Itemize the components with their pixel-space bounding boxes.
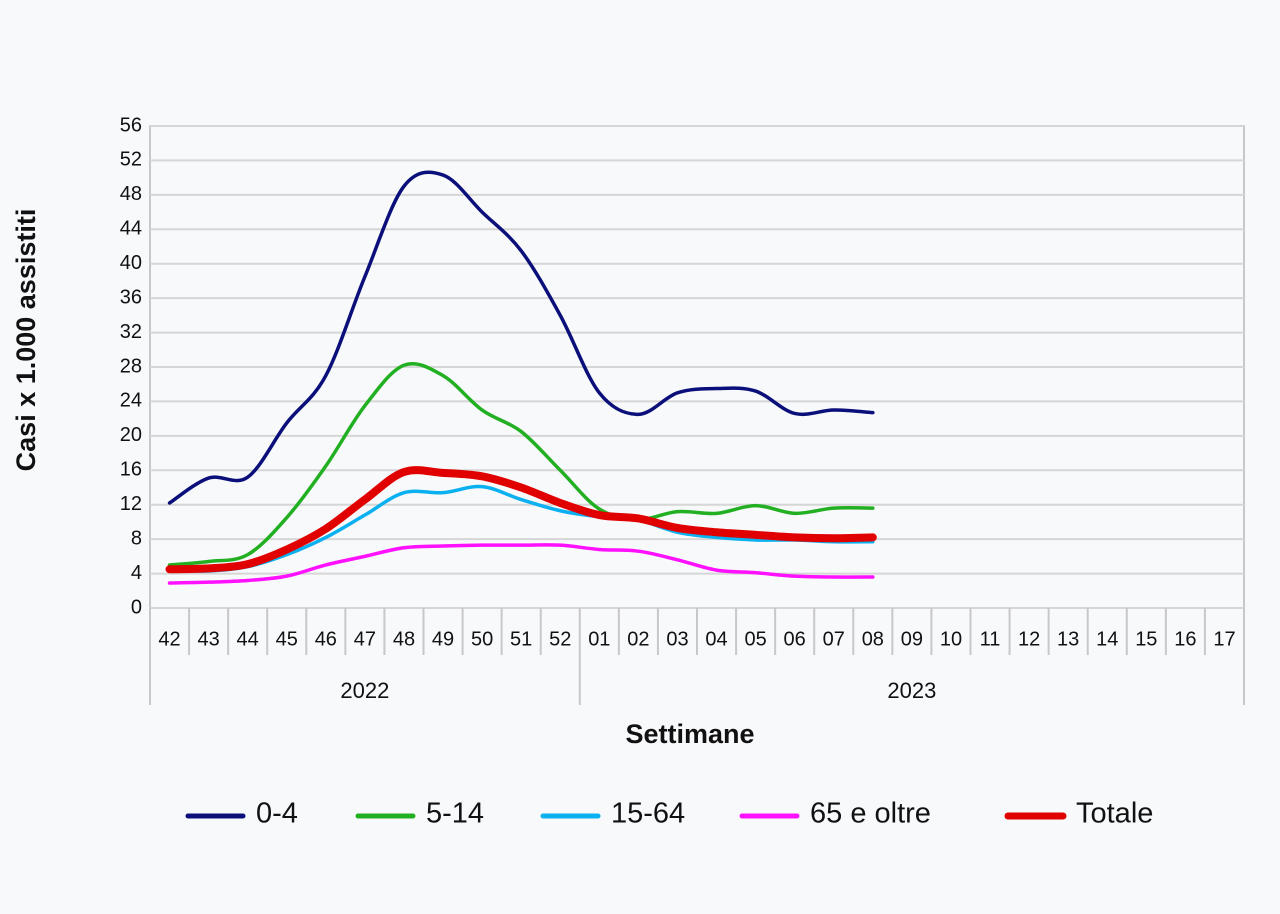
series-line — [167, 170, 875, 505]
x-tick-label: 44 — [237, 628, 259, 650]
y-axis-title: Casi x 1.000 assistiti — [11, 209, 41, 472]
x-tick-label: 43 — [197, 628, 219, 650]
x-tick-label: 48 — [393, 628, 415, 650]
x-tick-label: 09 — [901, 628, 923, 650]
x-tick-label: 07 — [823, 628, 845, 650]
x-tick-label: 14 — [1096, 628, 1118, 650]
y-tick-label: 52 — [120, 149, 142, 171]
y-tick-label: 8 — [131, 527, 142, 549]
x-tick-label: 12 — [1018, 628, 1040, 650]
x-tick-label: 03 — [666, 628, 688, 650]
y-tick-label: 0 — [131, 596, 142, 618]
legend-label: 15-64 — [611, 798, 685, 830]
x-tick-label: 05 — [744, 628, 766, 650]
y-tick-label: 4 — [131, 562, 142, 584]
y-tick-label: 44 — [120, 218, 142, 240]
x-tick-label: 47 — [354, 628, 376, 650]
series-line — [167, 484, 875, 573]
x-axis-title: Settimane — [625, 719, 754, 749]
x-tick-label: 52 — [549, 628, 571, 650]
x-tick-label: 17 — [1213, 628, 1235, 650]
y-tick-label: 20 — [120, 424, 142, 446]
y-tick-label: 16 — [120, 459, 142, 481]
y-tick-label: 56 — [120, 114, 142, 136]
y-tick-label: 28 — [120, 355, 142, 377]
x-tick-label: 04 — [705, 628, 727, 650]
x-tick-label: 11 — [980, 628, 1001, 650]
y-tick-label: 36 — [120, 286, 142, 308]
x-tick-label: 46 — [315, 628, 337, 650]
legend-label: Totale — [1076, 798, 1153, 830]
x-tick-label: 06 — [784, 628, 806, 650]
x-group-label: 2022 — [340, 678, 389, 703]
x-tick-label: 15 — [1135, 628, 1157, 650]
x-tick-label: 01 — [588, 628, 610, 650]
y-tick-label: 24 — [120, 390, 142, 412]
series-line — [167, 361, 875, 567]
series-line — [165, 466, 877, 574]
x-tick-label: 45 — [276, 628, 298, 650]
series-line — [167, 543, 875, 585]
x-tick-label: 10 — [940, 628, 962, 650]
legend-label: 5-14 — [426, 798, 484, 830]
x-tick-label: 16 — [1174, 628, 1196, 650]
y-tick-label: 32 — [120, 321, 142, 343]
legend-label: 0-4 — [256, 798, 298, 830]
x-tick-label: 42 — [158, 628, 180, 650]
x-group-label: 2023 — [887, 678, 936, 703]
legend-label: 65 e oltre — [810, 798, 931, 830]
x-tick-label: 02 — [627, 628, 649, 650]
x-tick-label: 51 — [510, 628, 532, 650]
x-tick-label: 50 — [471, 628, 493, 650]
x-tick-label: 08 — [862, 628, 884, 650]
x-tick-label: 13 — [1057, 628, 1079, 650]
y-tick-label: 40 — [120, 252, 142, 274]
y-tick-label: 12 — [120, 493, 142, 515]
x-tick-label: 49 — [432, 628, 454, 650]
y-tick-label: 48 — [120, 183, 142, 205]
